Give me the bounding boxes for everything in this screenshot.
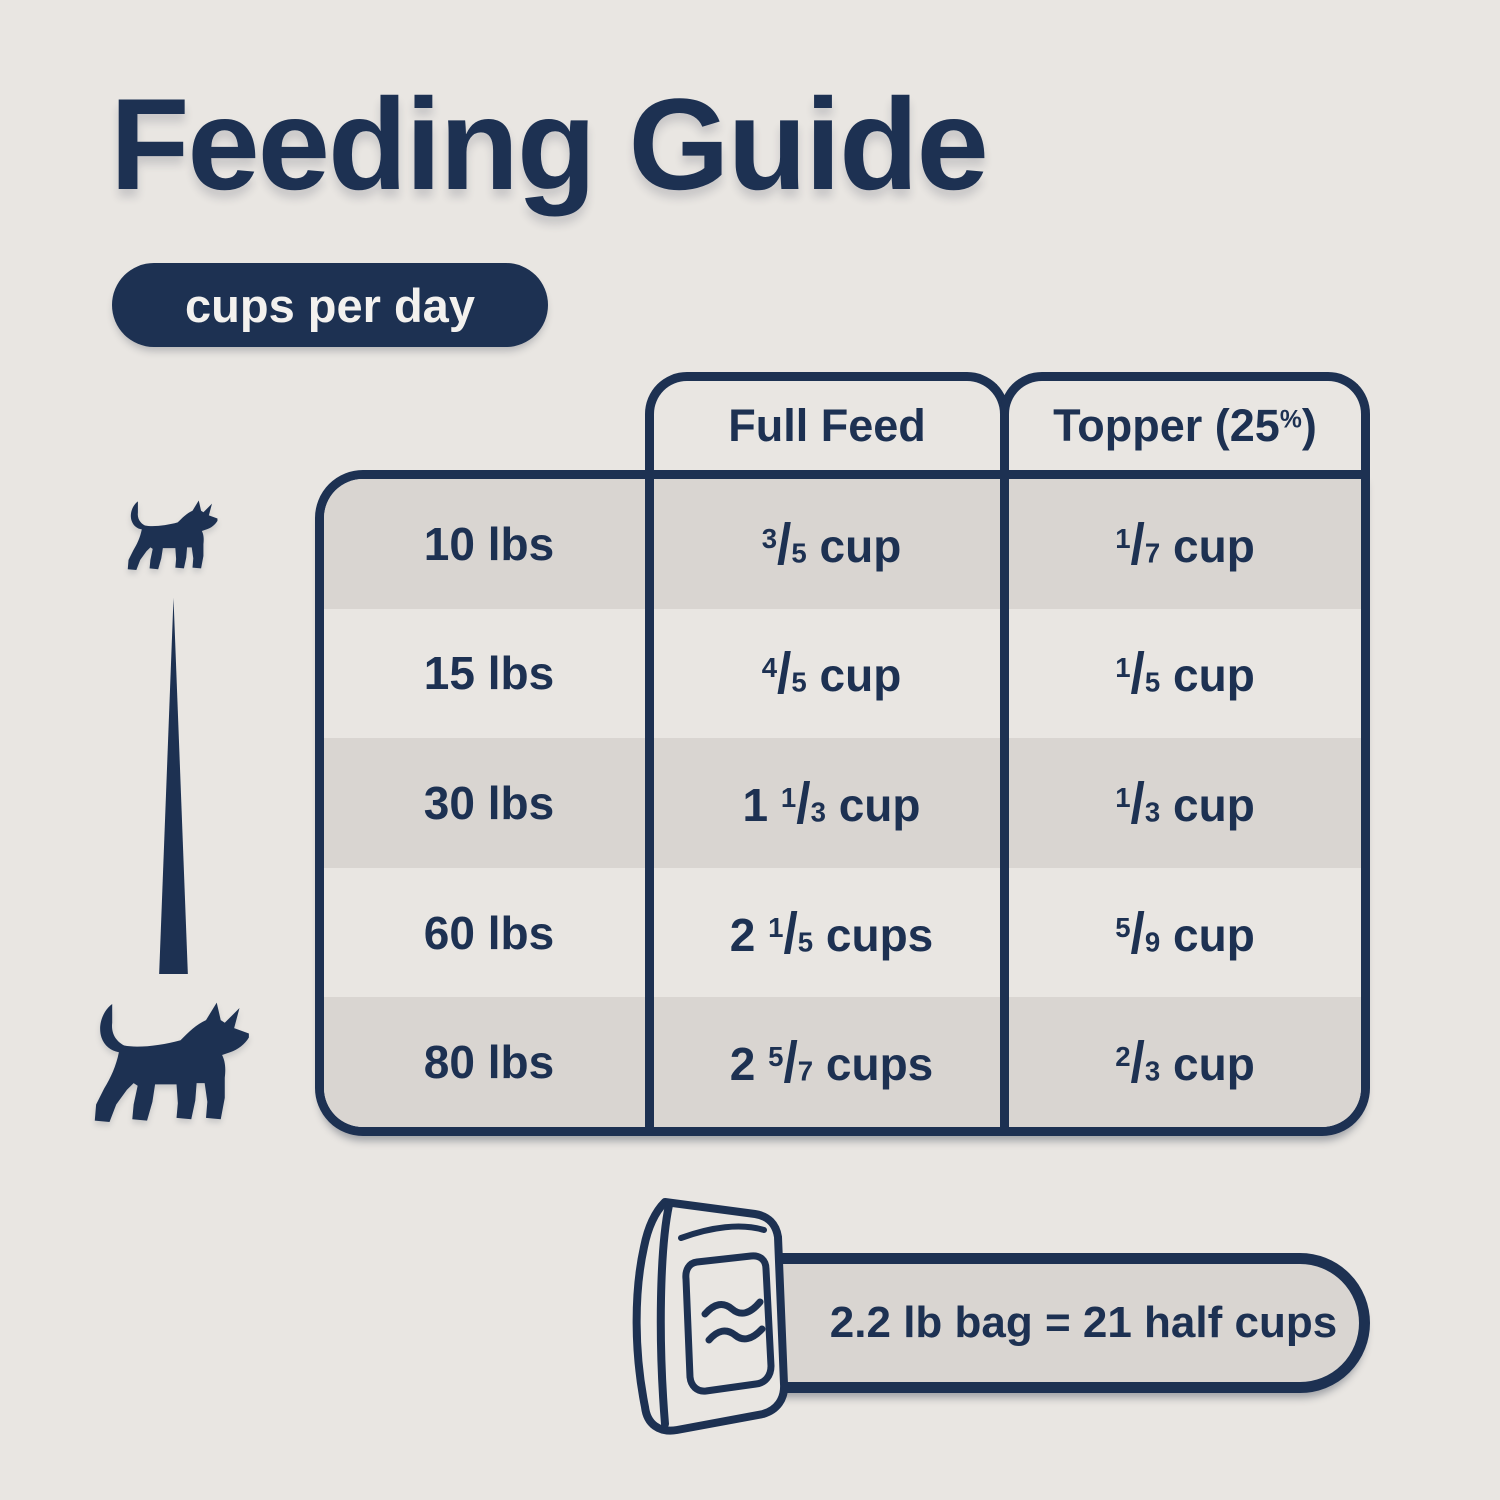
full-feed-cell: 1 1/3 cup: [742, 770, 921, 836]
table-rows: 10 lbs 3/5 cup 1/7 cup 15 lbs 4/5 cup 1/…: [324, 479, 1361, 1127]
full-feed-cell: 2 5/7 cups: [729, 1029, 934, 1095]
weight-cell: 15 lbs: [423, 647, 555, 700]
feeding-table: 10 lbs 3/5 cup 1/7 cup 15 lbs 4/5 cup 1/…: [315, 470, 1370, 1136]
dog-food-bag-icon: [632, 1198, 789, 1435]
column-divider: [1000, 479, 1009, 1127]
weight-cell: 80 lbs: [423, 1036, 555, 1089]
table-row: 80 lbs 2 5/7 cups 2/3 cup: [324, 997, 1361, 1127]
topper-cell: 5/9 cup: [1115, 900, 1255, 966]
small-dog-icon: [127, 500, 218, 570]
table-row: 15 lbs 4/5 cup 1/5 cup: [324, 609, 1361, 739]
topper-label: Topper (25%): [1053, 399, 1317, 451]
topper-cell: 1/3 cup: [1115, 770, 1255, 836]
cups-per-day-badge: cups per day: [112, 263, 548, 347]
full-feed-cell: 2 1/5 cups: [729, 900, 934, 966]
topper-cell: 1/7 cup: [1115, 511, 1255, 577]
bag-yield-pill: 2.2 lb bag = 21 half cups: [705, 1253, 1370, 1393]
table-row: 10 lbs 3/5 cup 1/7 cup: [324, 479, 1361, 609]
weight-cell: 10 lbs: [423, 517, 555, 570]
badge-label: cups per day: [185, 278, 475, 332]
full-feed-cell: 3/5 cup: [761, 511, 902, 577]
full-feed-label: Full Feed: [728, 399, 926, 451]
column-divider: [645, 479, 654, 1127]
column-header-full-feed: Full Feed: [645, 372, 1009, 470]
full-feed-cell: 4/5 cup: [761, 640, 902, 706]
weight-cell: 30 lbs: [423, 776, 555, 829]
column-header-topper: Topper (25%): [1000, 372, 1370, 470]
page-title: Feeding Guide: [110, 71, 989, 217]
table-row: 60 lbs 2 1/5 cups 5/9 cup: [324, 868, 1361, 998]
large-dog-icon: [94, 1002, 249, 1122]
table-row: 30 lbs 1 1/3 cup 1/3 cup: [324, 738, 1361, 868]
bag-yield-note: 2.2 lb bag = 21 half cups: [829, 1298, 1338, 1347]
topper-cell: 2/3 cup: [1115, 1029, 1255, 1095]
weight-cell: 60 lbs: [423, 906, 555, 959]
size-gradient-line: [159, 598, 188, 974]
topper-cell: 1/5 cup: [1115, 640, 1255, 706]
